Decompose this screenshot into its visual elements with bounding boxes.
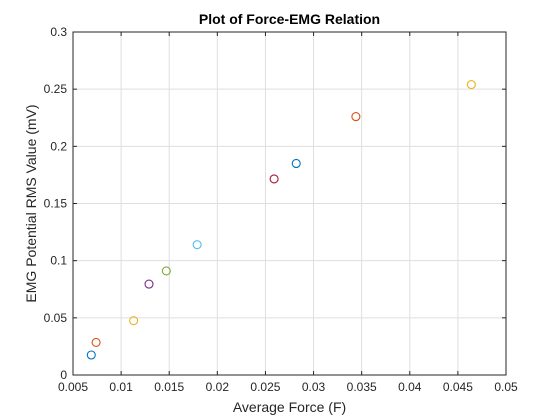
data-point xyxy=(86,350,96,360)
data-point xyxy=(466,80,476,90)
x-tick-label: 0.015 xyxy=(154,380,184,394)
data-point xyxy=(161,266,171,276)
y-tick-label: 0.25 xyxy=(44,82,68,96)
data-point xyxy=(269,174,279,184)
y-tick-label: 0 xyxy=(60,368,67,382)
x-tick-label: 0.03 xyxy=(302,380,326,394)
y-tick-label: 0.05 xyxy=(44,311,68,325)
chart-title: Plot of Force-EMG Relation xyxy=(199,11,380,27)
x-tick-label: 0.04 xyxy=(398,380,422,394)
x-tick-label: 0.035 xyxy=(347,380,377,394)
y-tick-label: 0.3 xyxy=(50,25,67,39)
data-point xyxy=(144,279,154,289)
y-tick-labels: 0 0.05 0.1 0.15 0.2 0.25 0.3 xyxy=(44,25,68,382)
x-tick-label: 0.045 xyxy=(443,380,473,394)
x-tick-label: 0.02 xyxy=(206,380,230,394)
axis-ticks xyxy=(72,31,507,376)
x-axis-title: Average Force (F) xyxy=(233,399,346,415)
x-tick-labels: 0.005 0.01 0.015 0.02 0.025 0.03 0.035 0.04 0.04… xyxy=(58,380,518,394)
x-tick-label: 0.025 xyxy=(250,380,280,394)
x-tick-label: 0.05 xyxy=(494,380,518,394)
data-point xyxy=(291,158,301,169)
data-point xyxy=(192,240,202,250)
x-tick-label: 0.005 xyxy=(58,380,88,394)
data-point xyxy=(351,112,361,122)
y-tick-label: 0.15 xyxy=(44,197,68,211)
data-points xyxy=(86,80,476,360)
y-axis-title: EMG Potential RMS Value (mV) xyxy=(23,104,39,302)
data-point xyxy=(91,337,101,347)
y-tick-label: 0.1 xyxy=(50,254,67,268)
x-tick-label: 0.01 xyxy=(109,380,133,394)
data-point xyxy=(129,316,139,326)
y-tick-label: 0.2 xyxy=(50,139,67,153)
